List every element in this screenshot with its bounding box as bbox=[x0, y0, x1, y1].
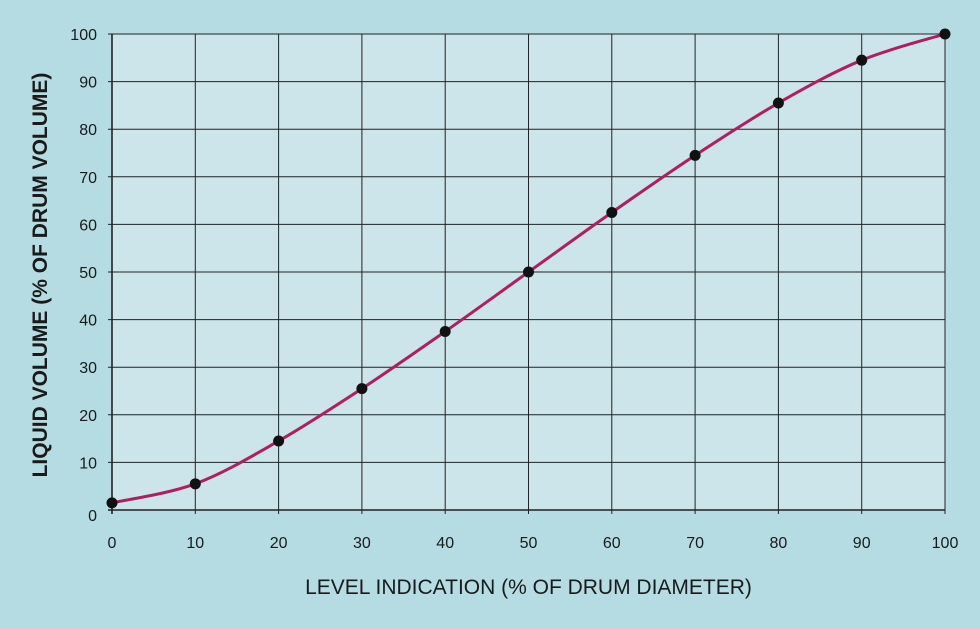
x-tick-label: 30 bbox=[353, 535, 371, 552]
grid-lines bbox=[108, 33, 946, 514]
x-axis-label: LEVEL INDICATION (% OF DRUM DIAMETER) bbox=[305, 576, 752, 599]
data-points bbox=[106, 28, 951, 509]
x-tick-label: 90 bbox=[853, 535, 871, 552]
x-tick-label: 60 bbox=[603, 535, 621, 552]
x-tick-label: 10 bbox=[186, 535, 204, 552]
y-tick-label: 10 bbox=[79, 455, 97, 472]
x-tick-label: 80 bbox=[770, 535, 788, 552]
data-point bbox=[606, 207, 618, 218]
x-tick-label: 70 bbox=[686, 535, 704, 552]
x-tick-label: 0 bbox=[108, 535, 117, 552]
y-tick-label: 30 bbox=[79, 360, 97, 377]
x-tick-label: 100 bbox=[932, 535, 959, 552]
x-tick-label: 50 bbox=[520, 535, 538, 552]
y-tick-label: 90 bbox=[79, 75, 97, 92]
y-tick-label: 0 bbox=[88, 508, 97, 525]
y-tick-label: 100 bbox=[70, 27, 97, 44]
data-point bbox=[523, 266, 534, 278]
data-point bbox=[356, 383, 368, 395]
x-tick-label: 20 bbox=[270, 535, 288, 552]
y-tick-label: 60 bbox=[79, 217, 97, 234]
data-point bbox=[273, 435, 285, 447]
data-point bbox=[856, 54, 868, 66]
y-tick-label: 80 bbox=[79, 122, 97, 139]
y-axis-ticks: 0 10 20 30 40 50 60 70 80 90 100 bbox=[70, 27, 97, 525]
data-point bbox=[189, 478, 201, 490]
data-point bbox=[772, 97, 784, 109]
data-point bbox=[439, 326, 451, 337]
y-tick-label: 20 bbox=[79, 408, 97, 425]
data-point bbox=[939, 28, 951, 40]
y-tick-label: 50 bbox=[79, 265, 97, 282]
x-tick-label: 40 bbox=[436, 535, 454, 552]
data-point bbox=[106, 497, 118, 509]
y-tick-label: 70 bbox=[79, 170, 97, 187]
x-axis-ticks: 0 10 20 30 40 50 60 70 80 90 100 bbox=[108, 535, 959, 552]
y-axis-label: LIQUID VOLUME (% OF DRUM VOLUME) bbox=[29, 73, 52, 478]
y-tick-label: 40 bbox=[79, 313, 97, 330]
data-point bbox=[689, 149, 701, 161]
